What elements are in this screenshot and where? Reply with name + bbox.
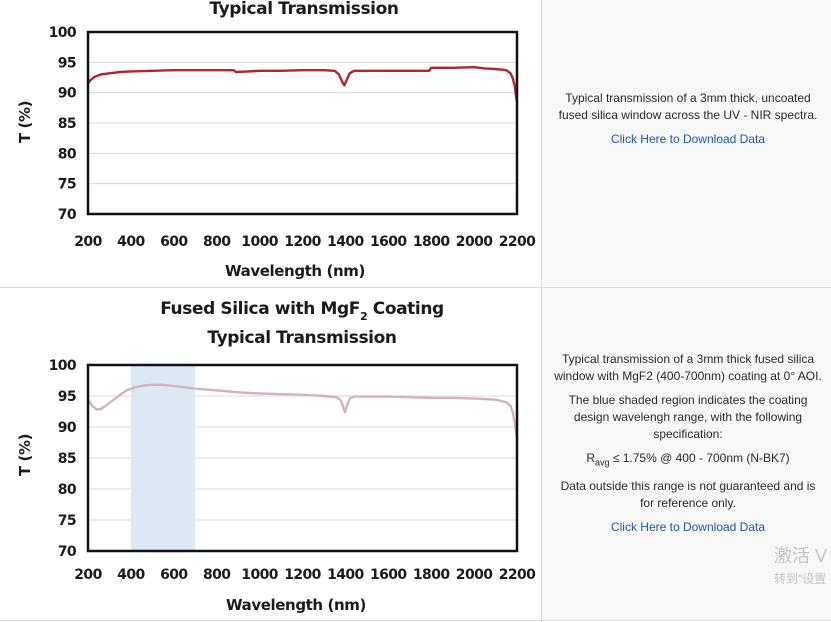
x-tick-label: 2000 — [456, 567, 493, 583]
chart-title-subscript: 2 — [360, 310, 367, 323]
description-text-1: Typical transmission of a 3mm thick fuse… — [554, 352, 822, 383]
x-tick-label: 1000 — [241, 567, 278, 583]
x-tick-label: 1400 — [327, 234, 364, 250]
y-tick-label: 95 — [58, 389, 76, 405]
y-tick-label: 85 — [58, 451, 76, 467]
x-tick-label: 1200 — [284, 567, 321, 583]
y-tick-label: 75 — [58, 513, 76, 529]
spec-subscript: avg — [594, 457, 610, 468]
y-axis-label: T (%) — [16, 434, 34, 476]
x-tick-label: 200 — [74, 234, 102, 250]
x-tick-label: 400 — [117, 234, 145, 250]
y-tick-label: 90 — [58, 420, 77, 436]
description-text: Typical transmission of a 3mm thick, unc… — [558, 91, 818, 122]
download-data-link[interactable]: Click Here to Download Data — [610, 520, 766, 535]
y-tick-label: 90 — [58, 86, 77, 102]
y-tick-label: 80 — [58, 482, 77, 498]
x-tick-label: 1200 — [284, 234, 321, 250]
chart-row-1: Typical Transmission 100 95 90 85 80 75 70 200… — [0, 0, 831, 288]
description-text-3: Data outside this range is not guarantee… — [560, 479, 816, 511]
x-tick-label: 800 — [203, 234, 231, 250]
download-data-link[interactable]: Click Here to Download Data — [610, 132, 766, 146]
y-tick-label: 95 — [58, 55, 76, 71]
chart-cell-1: Typical Transmission 100 95 90 85 80 75 70 200… — [0, 0, 542, 287]
activation-watermark-line2: 转到"设置 — [774, 572, 827, 586]
x-tick-label: 2200 — [499, 234, 536, 250]
y-tick-label: 75 — [58, 177, 76, 193]
x-tick-label: 600 — [160, 234, 188, 250]
y-tick-label: 85 — [58, 116, 76, 132]
transmission-series-line — [87, 65, 519, 103]
y-tick-label: 100 — [49, 25, 77, 41]
description-cell-2: Typical transmission of a 3mm thick fuse… — [542, 288, 831, 620]
coating-range-shade — [130, 365, 196, 551]
x-tick-label: 1800 — [413, 567, 450, 583]
chart-title-line2: Typical Transmission — [207, 328, 396, 348]
activation-watermark-line1: 激活 V — [774, 546, 828, 566]
x-tick-label: 1800 — [413, 234, 450, 250]
x-tick-label: 1600 — [370, 234, 407, 250]
x-tick-label: 2200 — [499, 567, 536, 583]
y-tick-label: 70 — [58, 544, 77, 560]
description-2: Typical transmission of a 3mm thick fuse… — [554, 351, 822, 536]
x-tick-label: 400 — [117, 567, 145, 583]
x-tick-label: 1400 — [327, 567, 364, 583]
y-tick-label: 100 — [49, 358, 77, 374]
description-cell-1: Typical transmission of a 3mm thick, unc… — [542, 0, 831, 287]
description-1: Typical transmission of a 3mm thick, unc… — [554, 90, 822, 148]
y-axis-label: T (%) — [16, 101, 34, 143]
chart-title-suffix: Coating — [367, 299, 444, 319]
chart-title: Fused Silica with MgF2 Coating — [160, 299, 444, 323]
x-axis-label: Wavelength (nm) — [226, 596, 366, 614]
y-tick-label: 70 — [58, 207, 77, 223]
y-tick-label: 80 — [58, 146, 77, 162]
spec-value: ≤ 1.75% @ 400 - 700nm (N-BK7) — [609, 451, 790, 465]
x-tick-label: 1600 — [370, 567, 407, 583]
x-tick-label: 800 — [203, 567, 231, 583]
coating-spec: Ravg ≤ 1.75% @ 400 - 700nm (N-BK7) — [554, 450, 822, 471]
chart-cell-2: Fused Silica with MgF2 Coating Typical T… — [0, 288, 542, 620]
chart-row-2: Fused Silica with MgF2 Coating Typical T… — [0, 288, 831, 621]
transmission-series-line — [86, 383, 519, 440]
chart-title-main: Fused Silica with MgF — [160, 299, 360, 319]
transmission-chart-uncoated: Typical Transmission 100 95 90 85 80 75 70 200… — [16, 0, 537, 280]
x-axis-label: Wavelength (nm) — [225, 262, 365, 280]
spec-symbol: R — [586, 451, 595, 465]
x-tick-label: 1000 — [241, 234, 278, 250]
x-tick-label: 2000 — [456, 234, 493, 250]
x-tick-label: 200 — [74, 567, 102, 583]
x-tick-label: 600 — [160, 567, 188, 583]
transmission-chart-mgf2: Fused Silica with MgF2 Coating Typical T… — [16, 299, 537, 614]
chart-title: Typical Transmission — [209, 0, 398, 19]
description-text-2: The blue shaded region indicates the coa… — [568, 393, 808, 441]
